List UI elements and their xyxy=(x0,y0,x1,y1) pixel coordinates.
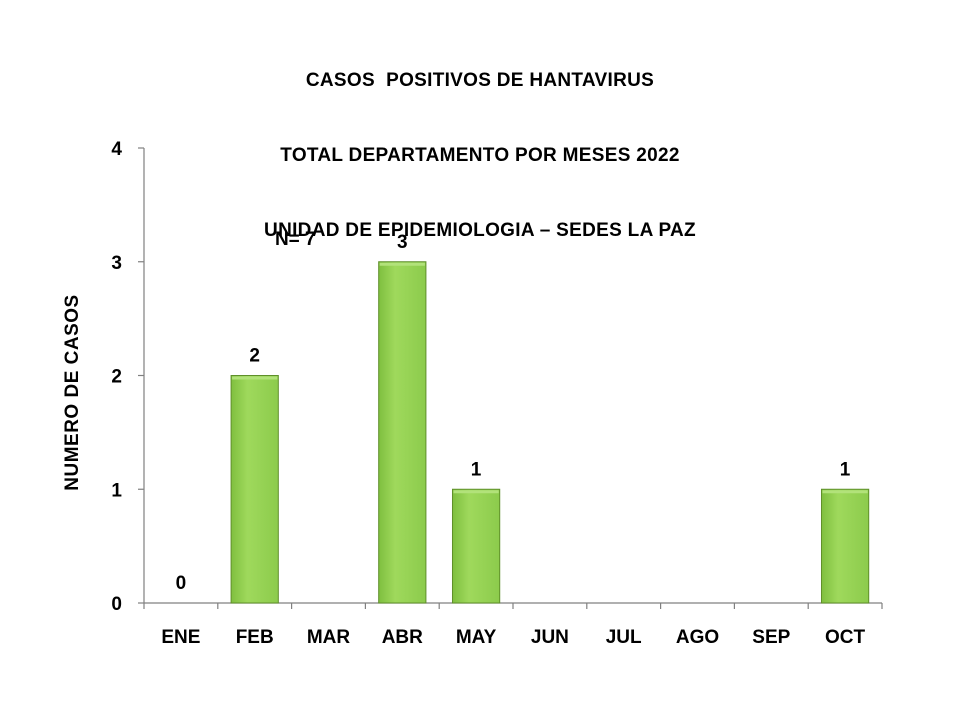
labels: 0 1 2 3 4 ENE 0 FEB 2 MAR ABR 3 MAY 1 JUN JUL AGO SEP OCT 1… xyxy=(62,139,866,648)
bar-feb xyxy=(230,375,279,604)
bars xyxy=(230,261,870,604)
x-tick-label: AGO xyxy=(676,627,719,648)
x-tick-label: MAY xyxy=(456,627,497,648)
chart-title-line-2: TOTAL DEPARTAMENTO POR MESES 2022 xyxy=(280,145,680,166)
bar-highlight-abr xyxy=(379,262,425,266)
bar-abr xyxy=(378,261,427,604)
y-tick-label: 4 xyxy=(111,139,122,160)
x-tick-label: MAR xyxy=(307,627,351,648)
data-label: 1 xyxy=(840,459,851,480)
data-label: 2 xyxy=(249,346,260,367)
x-tick-label: OCT xyxy=(825,627,866,648)
data-label: 3 xyxy=(397,232,408,253)
bar-highlight-may xyxy=(453,490,499,494)
data-label: 0 xyxy=(176,573,187,594)
bar-oct xyxy=(820,488,870,604)
x-tick-label: ENE xyxy=(161,627,200,648)
y-tick-label: 0 xyxy=(111,594,122,615)
sample-size-annotation: N= 7 xyxy=(275,229,316,250)
chart-title-line-1: CASOS POSITIVOS DE HANTAVIRUS xyxy=(305,70,655,91)
x-tick-label: JUN xyxy=(531,627,569,648)
x-tick-label: ABR xyxy=(382,627,423,648)
bar-highlight-oct xyxy=(822,490,868,494)
chart-title: CASOS POSITIVOS DE HANTAVIRUS TOTAL DEPA… xyxy=(0,18,960,268)
y-tick-label: 2 xyxy=(111,367,122,388)
y-axis-title: NUMERO DE CASOS xyxy=(62,294,83,490)
data-label: 1 xyxy=(471,459,482,480)
chart-title-line-3: UNIDAD DE EPIDEMIOLOGIA – SEDES LA PAZ xyxy=(264,220,696,241)
y-tick-label: 1 xyxy=(111,480,122,501)
x-tick-label: JUL xyxy=(606,627,642,648)
bar-highlight-feb xyxy=(232,376,278,380)
bar-may xyxy=(451,488,501,604)
y-tick-label: 3 xyxy=(111,253,122,274)
x-tick-label: SEP xyxy=(752,627,790,648)
x-tick-label: FEB xyxy=(236,627,274,648)
